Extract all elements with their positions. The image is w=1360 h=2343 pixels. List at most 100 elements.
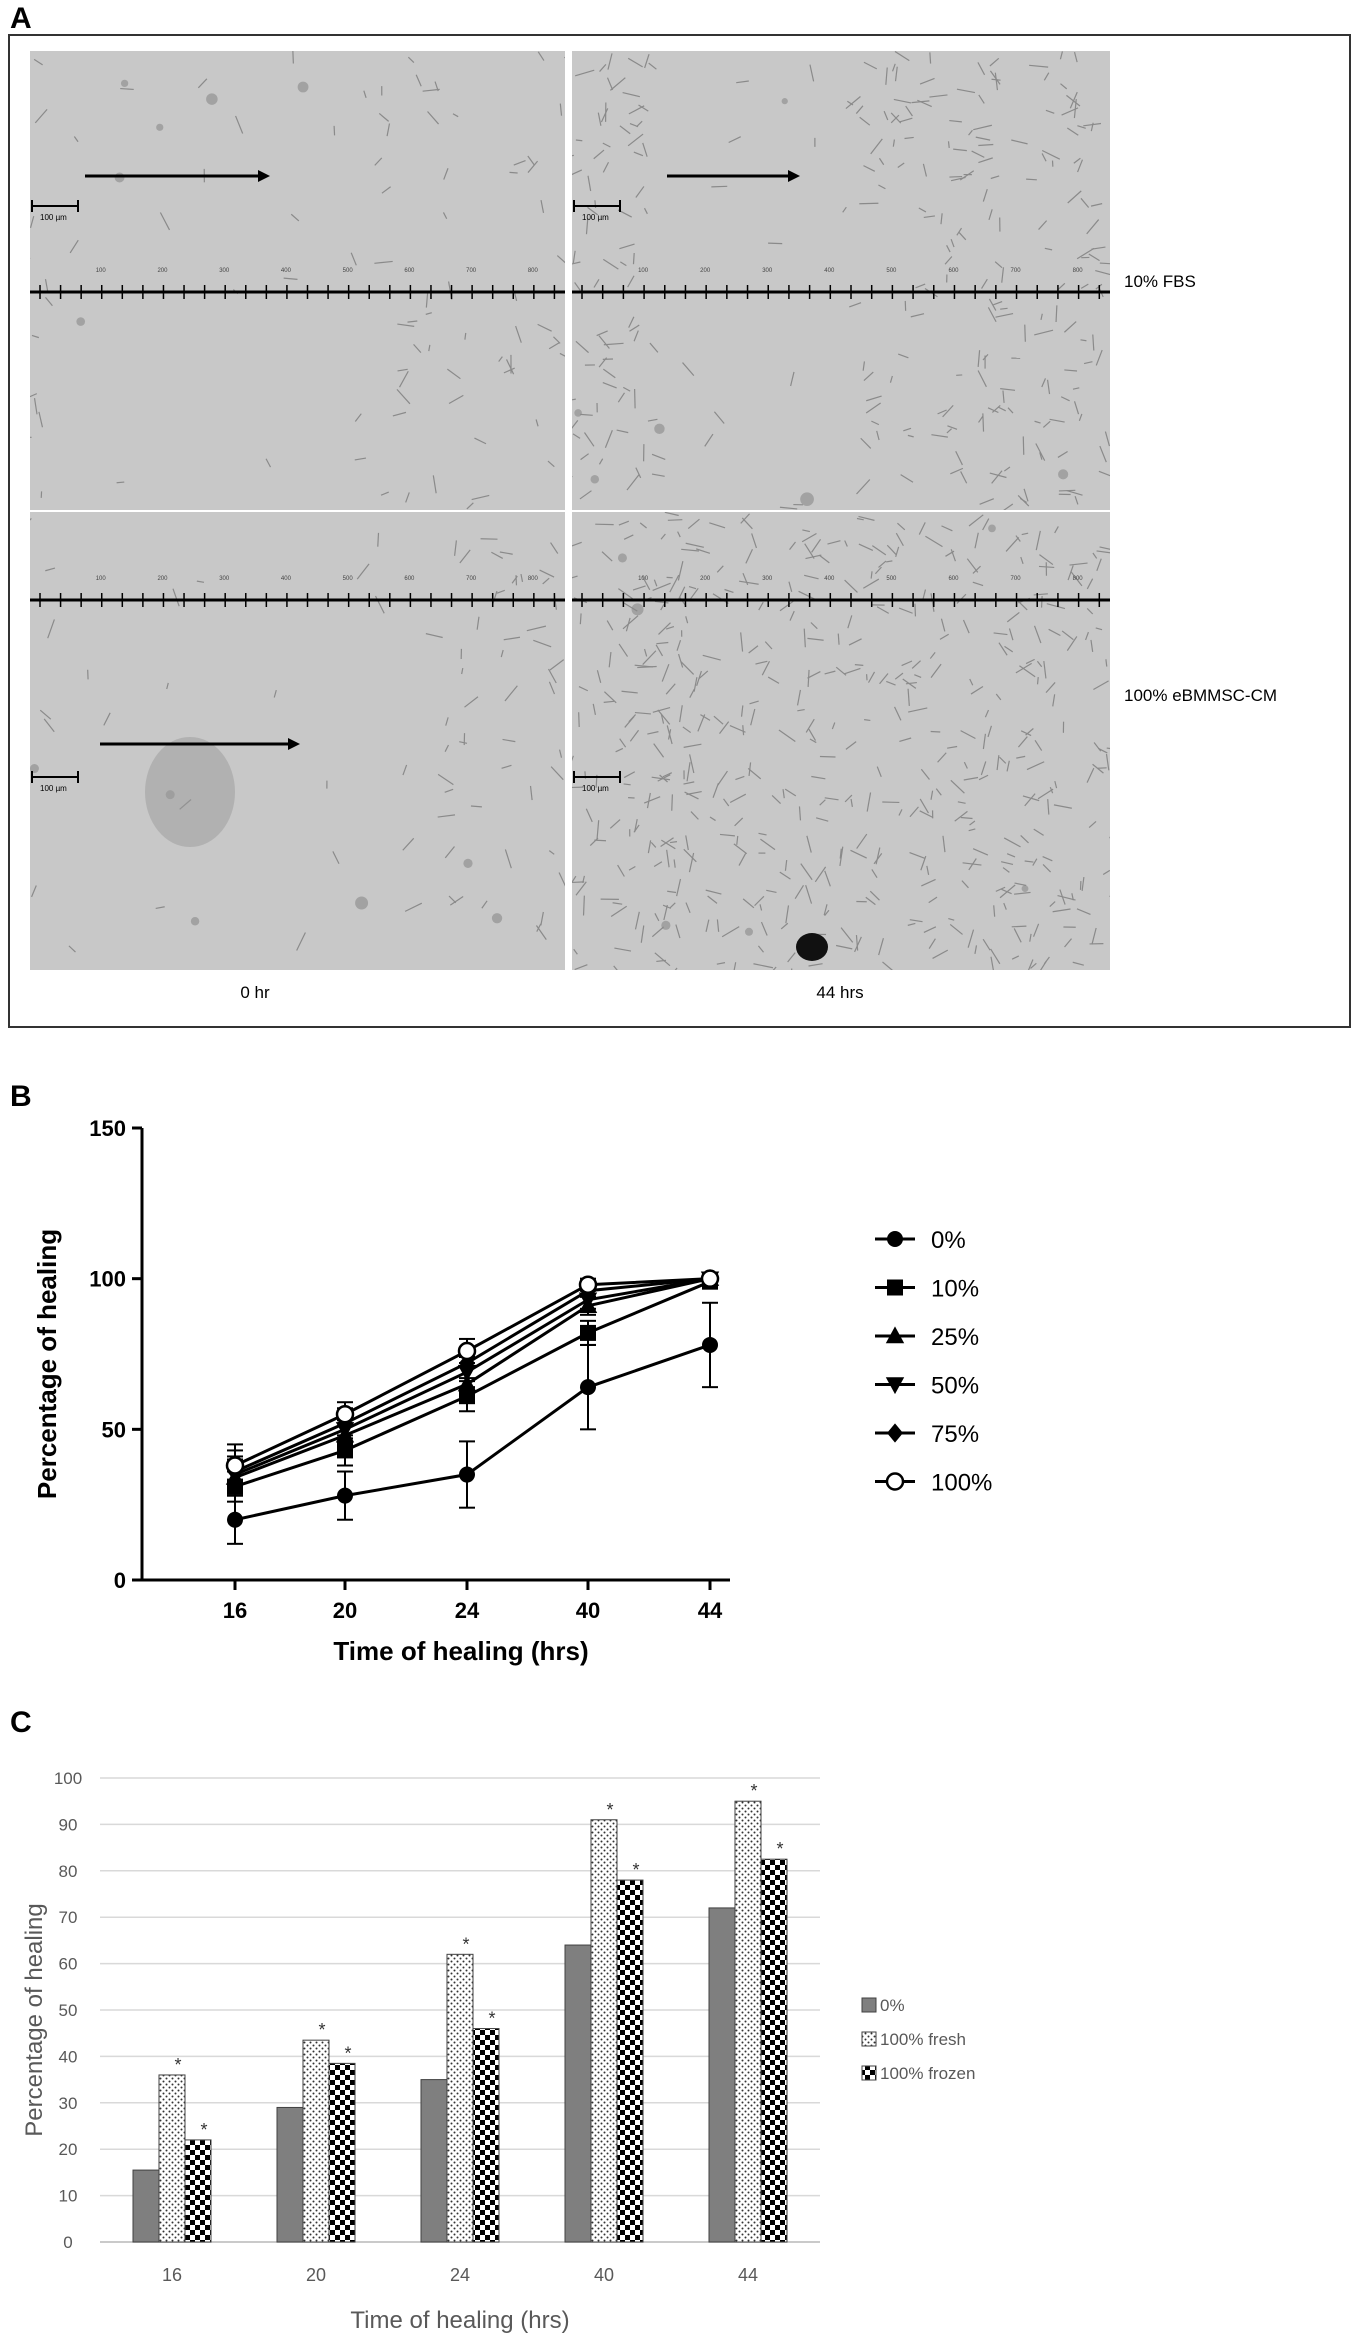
cell bbox=[535, 419, 539, 427]
significance-star: * bbox=[750, 1781, 757, 1801]
cell bbox=[919, 77, 935, 85]
cell bbox=[461, 667, 464, 675]
blur-spot bbox=[145, 737, 235, 847]
cell bbox=[953, 148, 967, 152]
cell bbox=[957, 801, 966, 804]
cell bbox=[854, 664, 864, 666]
cell bbox=[427, 111, 440, 125]
cell bbox=[897, 522, 906, 531]
cell bbox=[690, 811, 699, 820]
scale-bar-label: 100 µm bbox=[582, 213, 609, 222]
cell bbox=[984, 709, 990, 718]
cell bbox=[863, 578, 880, 589]
cell bbox=[642, 142, 648, 157]
data-point bbox=[580, 1379, 596, 1396]
cell bbox=[1072, 387, 1080, 390]
cell bbox=[404, 902, 423, 912]
cell bbox=[930, 593, 935, 612]
cell bbox=[920, 768, 930, 780]
cell bbox=[883, 110, 889, 121]
cell bbox=[1044, 247, 1053, 251]
cell bbox=[572, 419, 579, 429]
cell bbox=[847, 100, 854, 106]
bar bbox=[158, 2074, 186, 2243]
cell bbox=[572, 575, 578, 579]
cell bbox=[891, 63, 896, 72]
cell bbox=[972, 848, 989, 856]
cell bbox=[982, 733, 987, 750]
cell bbox=[1090, 203, 1103, 207]
cell bbox=[1069, 91, 1078, 109]
cell bbox=[904, 136, 914, 140]
cell bbox=[296, 932, 306, 951]
cell bbox=[940, 618, 946, 632]
cell bbox=[973, 124, 993, 131]
cell bbox=[559, 352, 565, 357]
migration-arrowhead bbox=[258, 170, 270, 182]
cell bbox=[1043, 956, 1050, 965]
cell bbox=[1092, 552, 1098, 559]
cell bbox=[623, 783, 631, 786]
cell bbox=[974, 945, 978, 955]
cell bbox=[283, 277, 298, 280]
cell bbox=[1024, 860, 1034, 863]
cell bbox=[536, 923, 542, 932]
cell bbox=[844, 540, 848, 547]
cell bbox=[685, 835, 689, 851]
cell bbox=[634, 818, 638, 833]
cell bbox=[865, 402, 881, 414]
cell bbox=[895, 546, 900, 558]
micrograph-cm-44hr: 100 µm 100 200 300 400 500 600 700 800 bbox=[572, 512, 1110, 970]
cell bbox=[740, 632, 744, 652]
cell bbox=[606, 77, 614, 91]
ruler-tick-label: 300 bbox=[762, 268, 773, 274]
cell bbox=[574, 69, 595, 77]
micrograph-fbs-0hr: 100 µm 100 200 300 400 500 600 700 800 bbox=[30, 51, 565, 510]
cell bbox=[695, 548, 711, 554]
cell bbox=[548, 342, 560, 350]
cell bbox=[856, 517, 864, 521]
cell bbox=[603, 691, 617, 704]
cell bbox=[579, 613, 582, 625]
ruler-tick-label: 600 bbox=[948, 268, 959, 274]
cell bbox=[682, 726, 692, 734]
cell bbox=[587, 206, 599, 216]
cell bbox=[602, 258, 619, 270]
cell bbox=[502, 738, 516, 743]
legend-label: 0% bbox=[931, 1227, 966, 1254]
cell bbox=[437, 773, 454, 786]
cell bbox=[397, 323, 415, 327]
cell bbox=[871, 545, 887, 556]
cell bbox=[755, 660, 768, 665]
cell bbox=[993, 300, 1003, 306]
cell bbox=[646, 792, 651, 809]
debris-spot bbox=[744, 927, 753, 936]
cell bbox=[578, 712, 580, 728]
cell bbox=[824, 909, 830, 916]
cell bbox=[602, 381, 617, 389]
y-tick-label: 80 bbox=[59, 1862, 78, 1881]
cell bbox=[1023, 488, 1029, 502]
bar bbox=[760, 1858, 788, 2243]
cell bbox=[824, 670, 836, 675]
cell bbox=[740, 513, 751, 524]
cell bbox=[354, 413, 362, 422]
cell bbox=[845, 741, 857, 750]
cell bbox=[903, 427, 912, 432]
cell bbox=[977, 350, 981, 367]
cell bbox=[374, 260, 393, 264]
cell bbox=[807, 637, 824, 641]
cell bbox=[700, 714, 711, 721]
y-tick-label: 50 bbox=[59, 2001, 78, 2020]
cell bbox=[1033, 625, 1042, 644]
cell bbox=[867, 671, 876, 683]
cell bbox=[950, 549, 956, 562]
cell bbox=[386, 123, 391, 137]
cell bbox=[103, 712, 111, 726]
row-label-cm: 100% eBMMSC-CM bbox=[1124, 686, 1278, 705]
cell bbox=[800, 863, 813, 881]
cell bbox=[604, 430, 613, 448]
cell bbox=[665, 625, 675, 630]
data-point bbox=[700, 1269, 720, 1288]
cell bbox=[1046, 603, 1066, 610]
